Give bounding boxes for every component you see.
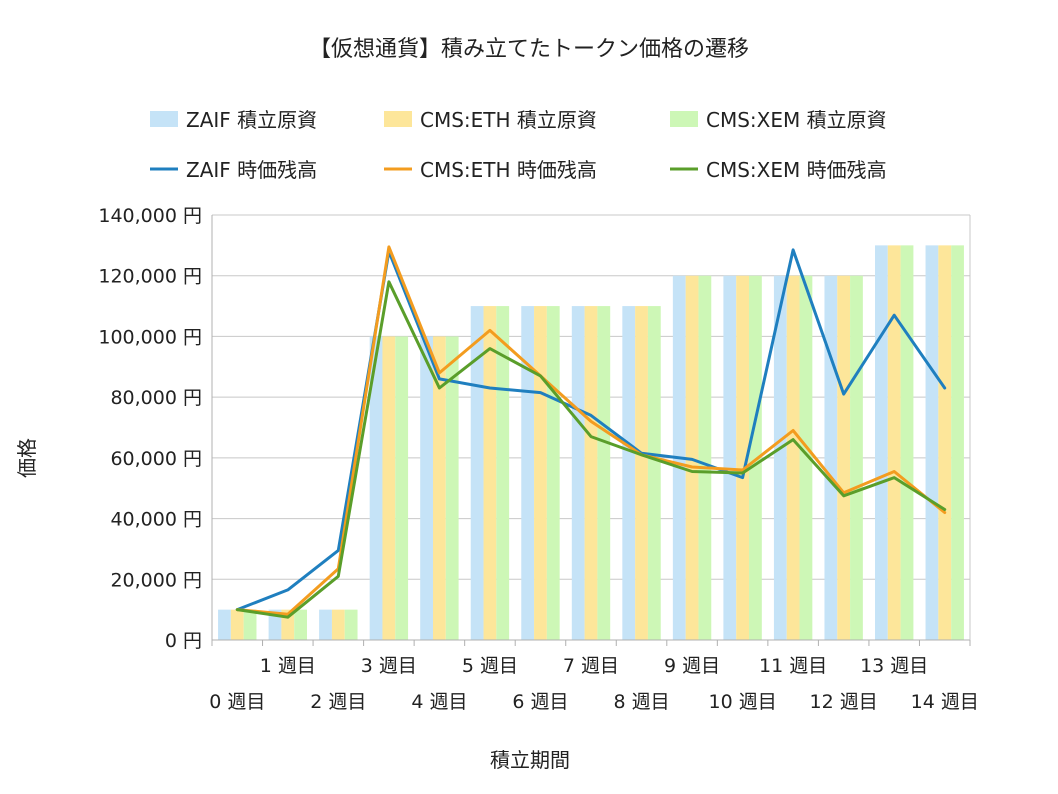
bar-zaif-11 [773,275,787,640]
bar-zaif-2 [319,609,332,640]
legend-label-zaif-value: ZAIF 時価残高 [186,158,317,182]
bar-cms-eth-9 [685,275,699,640]
legend-label-zaif-principal: ZAIF 積立原資 [186,108,317,132]
axes [211,215,971,646]
legend-label-eth-principal: CMS:ETH 積立原資 [420,108,597,132]
bar-zaif-3 [369,336,383,640]
bar-cms-eth-12 [837,275,851,640]
bar-cms-eth-6 [534,306,547,640]
bar-cms-eth-8 [635,306,648,640]
y-tick-label: 80,000 円 [110,387,202,409]
x-tick-label: 4 週目 [411,691,467,713]
bars [218,245,964,640]
bar-cms-eth-13 [887,245,901,640]
bar-cms-eth-3 [382,336,396,640]
x-tick-label: 10 週目 [708,691,776,713]
legend-swatch-zaif-principal [150,111,178,127]
x-tick-label: 6 週目 [512,691,568,713]
line-cms-xem [235,280,947,619]
y-tick-label: 140,000 円 [98,205,202,227]
bar-cms-xem-8 [647,306,661,640]
bar-cms-eth-7 [584,306,598,640]
x-tick-label: 7 週目 [563,655,619,677]
y-axis-label: 価格 [15,438,39,478]
legend-label-xem-value: CMS:XEM 時価残高 [706,158,887,182]
legend-label-xem-principal: CMS:XEM 積立原資 [706,108,887,132]
bar-cms-xem-6 [546,306,560,640]
line-zaif [235,248,947,612]
bar-cms-eth-10 [736,275,750,640]
x-tick-label: 13 週目 [860,655,928,677]
x-tick-label: 2 週目 [310,691,366,713]
bar-cms-eth-2 [331,609,345,640]
bar-cms-xem-14 [951,245,964,640]
y-tick-label: 100,000 円 [98,326,202,348]
legend: ZAIF 積立原資 CMS:ETH 積立原資 CMS:XEM 積立原資 ZAIF… [150,108,887,182]
y-tick-label: 20,000 円 [110,569,202,591]
legend-label-eth-value: CMS:ETH 時価残高 [420,158,597,182]
bar-cms-xem-2 [344,609,358,640]
bar-cms-xem-0 [243,609,257,640]
x-tick-label: 11 週目 [759,655,827,677]
x-tick-label: 9 週目 [664,655,720,677]
x-tick-label: 1 週目 [260,655,316,677]
bar-zaif-12 [824,275,838,640]
x-tick-labels: 0 週目 1 週目 2 週目 3 週目 4 週目 5 週目 6 週目 7 週目 8 週目 9 週目… [209,655,979,713]
bar-cms-xem-13 [900,245,914,640]
y-tick-label: 120,000 円 [98,266,202,288]
bar-cms-eth-14 [938,245,952,640]
bar-zaif-7 [571,306,585,640]
bar-zaif-4 [420,336,433,640]
bar-cms-xem-11 [799,275,813,640]
x-tick-label: 14 週目 [911,691,979,713]
bar-zaif-14 [925,245,939,640]
bar-cms-xem-7 [597,306,611,640]
bar-cms-eth-5 [483,306,497,640]
bar-cms-eth-4 [432,336,446,640]
bar-cms-eth-11 [786,275,800,640]
bar-zaif-10 [723,275,737,640]
y-tick-label: 0 円 [165,630,202,652]
bar-cms-xem-1 [294,609,308,640]
x-tick-label: 3 週目 [361,655,417,677]
legend-swatch-eth-principal [384,111,412,127]
bar-zaif-0 [218,609,231,640]
x-tick-label: 0 週目 [209,691,265,713]
bar-cms-xem-10 [749,275,762,640]
x-tick-label: 5 週目 [462,655,518,677]
bar-cms-xem-12 [850,275,863,640]
bar-cms-xem-4 [445,336,459,640]
bar-cms-xem-9 [698,275,712,640]
x-tick-label: 12 週目 [810,691,878,713]
series-lines [235,245,947,619]
legend-swatch-xem-principal [670,111,698,127]
line-cms-eth [235,245,947,616]
bar-zaif-6 [521,306,535,640]
x-tick-label: 8 週目 [613,691,669,713]
bar-zaif-13 [874,245,888,640]
y-tick-label: 40,000 円 [110,509,202,531]
bar-cms-eth-0 [230,609,244,640]
y-tick-labels: 0 円 20,000 円 40,000 円 60,000 円 80,000 円 100,0… [98,205,202,652]
y-tick-label: 60,000 円 [110,448,202,470]
chart-title: 【仮想通貨】積み立てたトークン価格の遷移 [309,37,749,62]
bar-zaif-8 [622,306,636,640]
bar-cms-xem-3 [395,336,409,640]
x-axis-label: 積立期間 [490,748,570,772]
bar-zaif-5 [470,306,484,640]
